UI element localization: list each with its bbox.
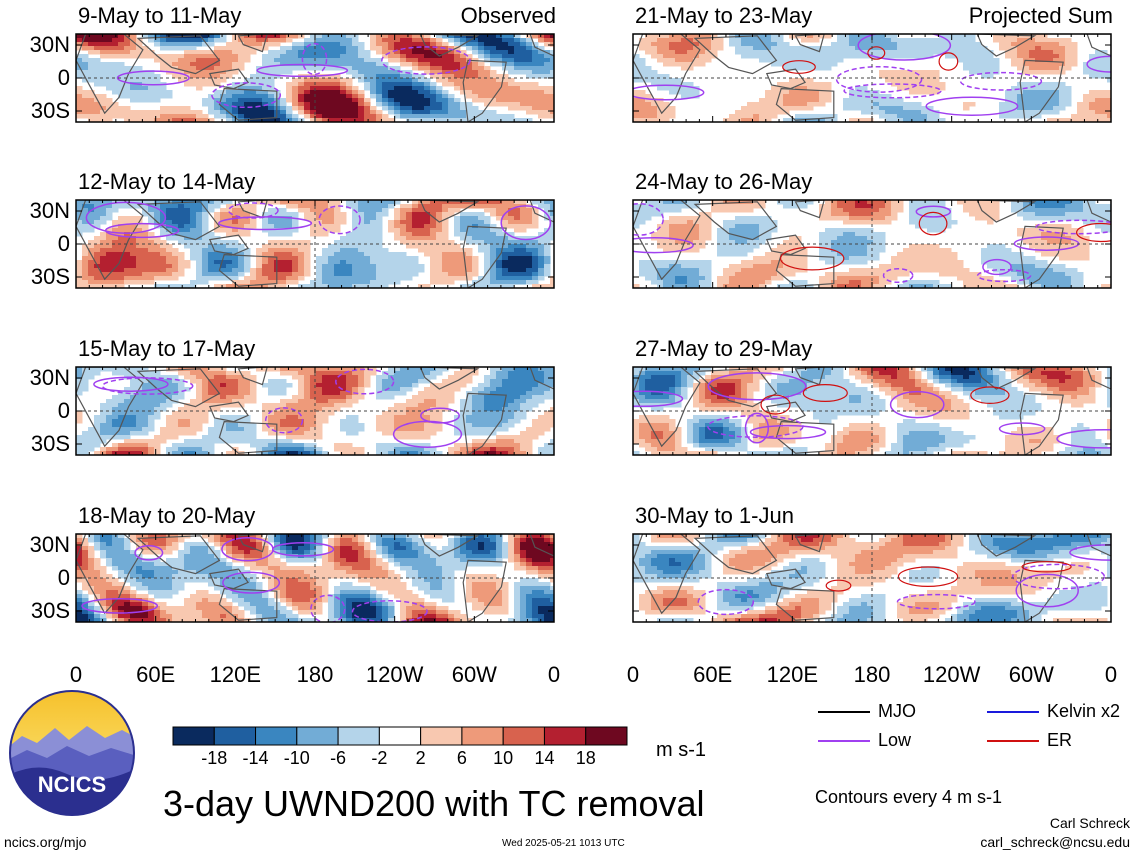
logo-text: NCICS — [38, 772, 106, 797]
colorbar-tick-label: 14 — [534, 748, 555, 768]
legend-line-er — [987, 740, 1039, 742]
map-panel — [632, 533, 1112, 623]
colorbar-swatch — [543, 726, 587, 746]
panel-tag: Observed — [460, 3, 556, 28]
lon-label: 120W — [922, 662, 981, 687]
contour-note: Contours every 4 m s-1 — [815, 787, 1003, 807]
colorbar-tick-label: 6 — [456, 748, 467, 768]
lat-label: 30S — [30, 98, 70, 123]
colorbar-tick-label: -14 — [242, 748, 269, 768]
lon-label: 120W — [365, 662, 424, 687]
lat-label: 0 — [57, 65, 70, 90]
lon-label: 0 — [547, 662, 561, 687]
colorbar-tick-label: 10 — [493, 748, 514, 768]
lat-label: 0 — [57, 398, 70, 423]
colorbar-tick-label: 18 — [575, 748, 596, 768]
map-panel — [632, 366, 1112, 456]
colorbar-swatch — [502, 726, 545, 746]
panel-title: 18-May to 20-May — [78, 503, 256, 528]
panel-title: 15-May to 17-May — [78, 336, 256, 361]
map-panel — [75, 199, 555, 289]
colorbar-tick-label: -2 — [371, 748, 388, 768]
lon-label: 180 — [853, 662, 891, 687]
lon-label: 60E — [136, 662, 176, 687]
colorbar-unit: m s-1 — [656, 739, 706, 761]
lon-label: 0 — [626, 662, 640, 687]
colorbar-tick-label: -6 — [330, 748, 347, 768]
map-panel — [75, 366, 555, 456]
source-url[interactable]: ncics.org/mjo — [4, 834, 87, 850]
lon-label: 120E — [766, 662, 819, 687]
colorbar-swatch — [378, 726, 422, 746]
colorbar-swatch — [420, 726, 463, 746]
lat-label: 30N — [29, 532, 70, 557]
panel-title: 30-May to 1-Jun — [635, 503, 794, 528]
colorbar-swatch — [172, 726, 215, 746]
colorbar-swatch — [213, 726, 257, 746]
colorbar-swatch — [255, 726, 298, 746]
lat-label: 30S — [30, 598, 70, 623]
colorbar-tick-label: 2 — [415, 748, 426, 768]
panel-title: 12-May to 14-May — [78, 169, 256, 194]
lon-label: 60W — [451, 662, 497, 687]
map-panel — [632, 33, 1112, 123]
legend-label: MJO — [878, 701, 916, 721]
colorbar — [172, 726, 628, 746]
map-panel — [75, 533, 555, 623]
lat-label: 30N — [29, 365, 70, 390]
lon-label: 0 — [1104, 662, 1118, 687]
lat-label: 0 — [57, 565, 70, 590]
legend-line-low — [818, 740, 870, 742]
legend-label: ER — [1047, 730, 1073, 750]
lon-label: 0 — [69, 662, 83, 687]
panel-title: 9-May to 11-May — [78, 3, 242, 28]
legend-label: Kelvin x2 — [1047, 701, 1121, 721]
lat-label: 30N — [29, 198, 70, 223]
colorbar-swatch — [337, 726, 380, 746]
colorbar-tick-label: -18 — [201, 748, 228, 768]
panel-title: 27-May to 29-May — [635, 336, 813, 361]
lon-label: 180 — [296, 662, 334, 687]
author-name: Carl Schreck — [1049, 815, 1130, 831]
author-email[interactable]: carl_schreck@ncsu.edu — [980, 834, 1130, 850]
main-title: 3-day UWND200 with TC removal — [163, 783, 705, 824]
lat-label: 30N — [29, 32, 70, 57]
lat-label: 30S — [30, 431, 70, 456]
ncics-logo: NCICS — [9, 690, 135, 816]
legend-label: Low — [878, 730, 912, 750]
lon-label: 60W — [1008, 662, 1054, 687]
lon-label: 60E — [693, 662, 733, 687]
lon-label: 120E — [209, 662, 262, 687]
timestamp: Wed 2025-05-21 1013 UTC — [502, 838, 625, 849]
colorbar-tick-label: -10 — [283, 748, 310, 768]
panel-title: 21-May to 23-May — [635, 3, 813, 28]
map-panel — [75, 33, 555, 123]
panel-tag: Projected Sum — [968, 3, 1113, 28]
lat-label: 0 — [57, 231, 70, 256]
colorbar-swatch — [461, 726, 504, 746]
colorbar-swatch — [296, 726, 339, 746]
panel-title: 24-May to 26-May — [635, 169, 813, 194]
colorbar-swatch — [585, 726, 628, 746]
legend-line-kelvin-x2 — [987, 711, 1039, 713]
lat-label: 30S — [30, 264, 70, 289]
map-panel — [632, 199, 1112, 289]
legend-line-mjo — [818, 711, 870, 713]
